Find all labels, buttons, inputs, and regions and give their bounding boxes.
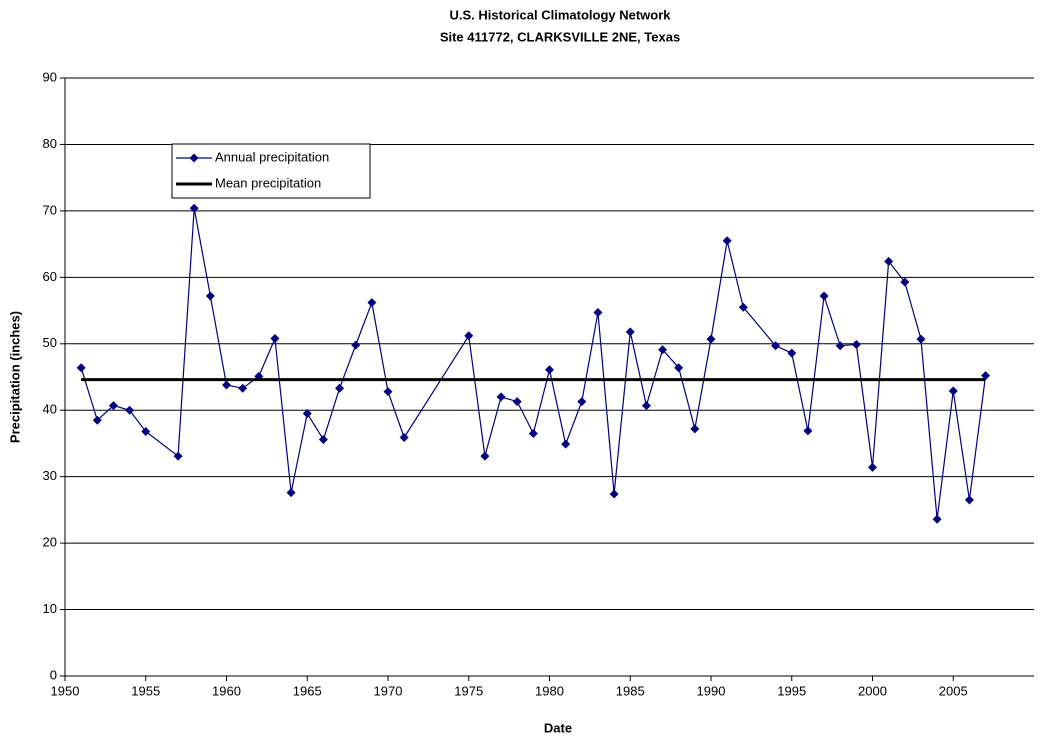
x-tick-label: 1980 [535,683,564,698]
data-point [318,434,328,444]
y-tick-label: 40 [43,402,57,417]
data-point [367,298,377,308]
data-point [92,415,102,425]
y-tick-label: 30 [43,468,57,483]
y-tick-label: 70 [43,202,57,217]
x-tick-label: 1970 [374,683,403,698]
data-point [674,363,684,373]
data-point [609,489,619,499]
data-point [464,331,474,341]
y-tick-label: 50 [43,335,57,350]
data-point [76,363,86,373]
chart-title: U.S. Historical Climatology Network [449,7,671,22]
data-point [593,308,603,318]
data-point [141,426,151,436]
data-point [981,371,991,381]
data-point [496,392,506,402]
data-point [706,334,716,344]
x-tick-label: 1975 [454,683,483,698]
data-point [480,451,490,461]
y-tick-label: 20 [43,535,57,550]
x-axis-label: Date [544,720,572,735]
data-point [286,488,296,498]
data-point [238,383,248,393]
y-tick-label: 0 [50,667,57,682]
x-tick-label: 1985 [616,683,645,698]
data-point [722,236,732,246]
data-point [787,348,797,358]
data-point [932,514,942,524]
data-point [302,409,312,419]
data-point [916,334,926,344]
data-point [948,386,958,396]
data-point [964,495,974,505]
data-point [222,380,231,390]
y-axis-label: Precipitation (inches) [7,311,22,443]
data-point [868,462,877,472]
data-line [80,208,987,520]
data-point [399,432,409,442]
data-point [658,345,668,355]
data-point [803,426,813,436]
data-point [835,341,845,351]
y-tick-label: 90 [43,69,57,84]
legend-label: Mean precipitation [215,175,321,190]
data-point [577,397,587,407]
data-point [690,424,700,434]
data-point [270,333,280,343]
data-point [738,302,748,312]
data-point [512,397,522,407]
data-point [108,401,118,411]
chart-subtitle: Site 411772, CLARKSVILLE 2NE, Texas [440,29,680,44]
x-tick-label: 1995 [777,683,806,698]
y-tick-label: 10 [43,601,57,616]
data-point [351,340,361,350]
data-point [125,405,135,415]
data-point [851,339,861,349]
data-point [545,365,554,375]
data-point [561,439,571,449]
legend-label: Annual precipitation [215,149,329,164]
data-point [819,291,829,301]
x-tick-label: 1965 [293,683,322,698]
legend-box [171,143,371,199]
data-point [189,203,199,213]
data-point [641,401,651,411]
legend-marker [189,153,199,163]
data-point [900,277,910,287]
x-tick-label: 2005 [939,683,968,698]
x-tick-label: 2000 [858,683,887,698]
data-point [884,256,894,266]
y-tick-label: 80 [43,136,57,151]
x-tick-label: 1955 [131,683,160,698]
data-point [205,291,215,301]
data-point [173,451,183,461]
x-tick-label: 1990 [697,683,726,698]
data-point [625,327,635,337]
y-tick-label: 60 [43,269,57,284]
x-tick-label: 1960 [212,683,241,698]
data-point [771,341,781,351]
data-point [528,428,538,438]
data-point [335,383,345,393]
data-point [383,387,393,397]
x-tick-label: 1950 [51,683,80,698]
